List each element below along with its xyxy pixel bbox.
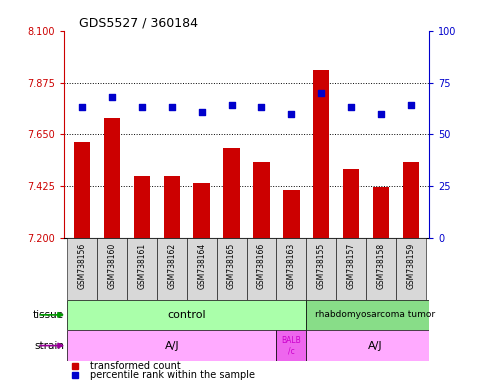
Text: GSM738162: GSM738162 — [167, 243, 176, 289]
Bar — [283, 190, 300, 238]
Point — [257, 104, 265, 111]
FancyBboxPatch shape — [306, 300, 429, 330]
Text: GSM738163: GSM738163 — [287, 243, 296, 289]
Text: A/J: A/J — [368, 341, 383, 351]
FancyBboxPatch shape — [97, 238, 127, 300]
Text: GSM738161: GSM738161 — [138, 243, 146, 289]
Text: GSM738158: GSM738158 — [377, 243, 386, 289]
FancyBboxPatch shape — [306, 238, 336, 300]
Text: GSM738155: GSM738155 — [317, 243, 326, 289]
FancyBboxPatch shape — [216, 238, 246, 300]
Text: transformed count: transformed count — [90, 361, 180, 371]
Text: GSM738166: GSM738166 — [257, 243, 266, 289]
Text: GSM738157: GSM738157 — [347, 243, 355, 289]
FancyBboxPatch shape — [127, 238, 157, 300]
FancyBboxPatch shape — [157, 238, 187, 300]
Text: GSM738156: GSM738156 — [77, 243, 87, 289]
FancyBboxPatch shape — [336, 238, 366, 300]
Text: GSM738160: GSM738160 — [107, 243, 116, 289]
Text: rhabdomyosarcoma tumor: rhabdomyosarcoma tumor — [315, 310, 435, 319]
Text: GSM738159: GSM738159 — [406, 243, 416, 289]
FancyBboxPatch shape — [396, 238, 426, 300]
Point — [407, 102, 415, 108]
Text: GSM738164: GSM738164 — [197, 243, 206, 289]
Point — [287, 111, 295, 117]
FancyBboxPatch shape — [187, 238, 216, 300]
Point — [317, 90, 325, 96]
Point — [138, 104, 146, 111]
Bar — [164, 176, 180, 238]
Bar — [104, 118, 120, 238]
Text: GSM738165: GSM738165 — [227, 243, 236, 289]
Point — [228, 102, 236, 108]
Point — [168, 104, 176, 111]
Point — [198, 109, 206, 115]
Bar — [403, 162, 419, 238]
Text: control: control — [168, 310, 206, 320]
Text: BALB
/c: BALB /c — [282, 336, 301, 355]
Point — [108, 94, 116, 100]
FancyBboxPatch shape — [306, 330, 429, 361]
Text: tissue: tissue — [33, 310, 64, 320]
Bar — [74, 142, 90, 238]
FancyBboxPatch shape — [67, 300, 306, 330]
FancyBboxPatch shape — [277, 330, 306, 361]
Bar — [134, 176, 150, 238]
Bar — [253, 162, 270, 238]
FancyBboxPatch shape — [246, 238, 277, 300]
Point — [377, 111, 385, 117]
Bar — [343, 169, 359, 238]
Text: percentile rank within the sample: percentile rank within the sample — [90, 370, 254, 381]
Bar — [193, 183, 210, 238]
FancyBboxPatch shape — [366, 238, 396, 300]
Point — [347, 104, 355, 111]
Point — [78, 104, 86, 111]
Bar — [223, 148, 240, 238]
FancyBboxPatch shape — [277, 238, 306, 300]
Text: strain: strain — [34, 341, 64, 351]
FancyBboxPatch shape — [67, 330, 277, 361]
Bar — [373, 187, 389, 238]
Bar — [313, 70, 329, 238]
Text: A/J: A/J — [165, 341, 179, 351]
Text: GDS5527 / 360184: GDS5527 / 360184 — [79, 17, 198, 30]
FancyBboxPatch shape — [67, 238, 97, 300]
